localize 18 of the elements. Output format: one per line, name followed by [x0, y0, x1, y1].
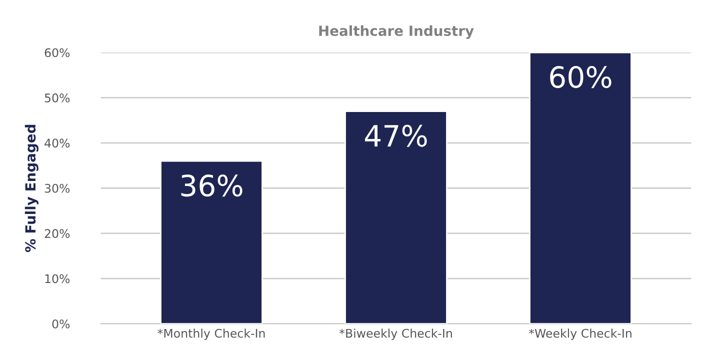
chart-title: Healthcare Industry: [319, 25, 474, 39]
y-tick-label: 40%: [44, 138, 70, 148]
y-axis-title: % Fully Engaged: [24, 124, 38, 252]
bar: [160, 160, 263, 324]
x-tick-label: *Biweekly Check-In: [339, 328, 452, 340]
y-tick-label: 30%: [44, 184, 70, 193]
bar: [344, 110, 448, 324]
y-tick-label: 60%: [44, 48, 70, 58]
x-tick-label: *Monthly Check-In: [158, 328, 265, 340]
x-tick-label: *Weekly Check-In: [528, 328, 632, 340]
data-label: 60%: [550, 66, 612, 88]
data-label: 36%: [181, 174, 242, 197]
bar: [529, 52, 632, 324]
y-tick-label: 10%: [45, 274, 70, 284]
y-tick-label: 20%: [44, 229, 70, 238]
y-tick-label: 0%: [52, 319, 70, 328]
data-label: 47%: [365, 124, 427, 147]
y-tick-label: 50%: [44, 93, 70, 102]
